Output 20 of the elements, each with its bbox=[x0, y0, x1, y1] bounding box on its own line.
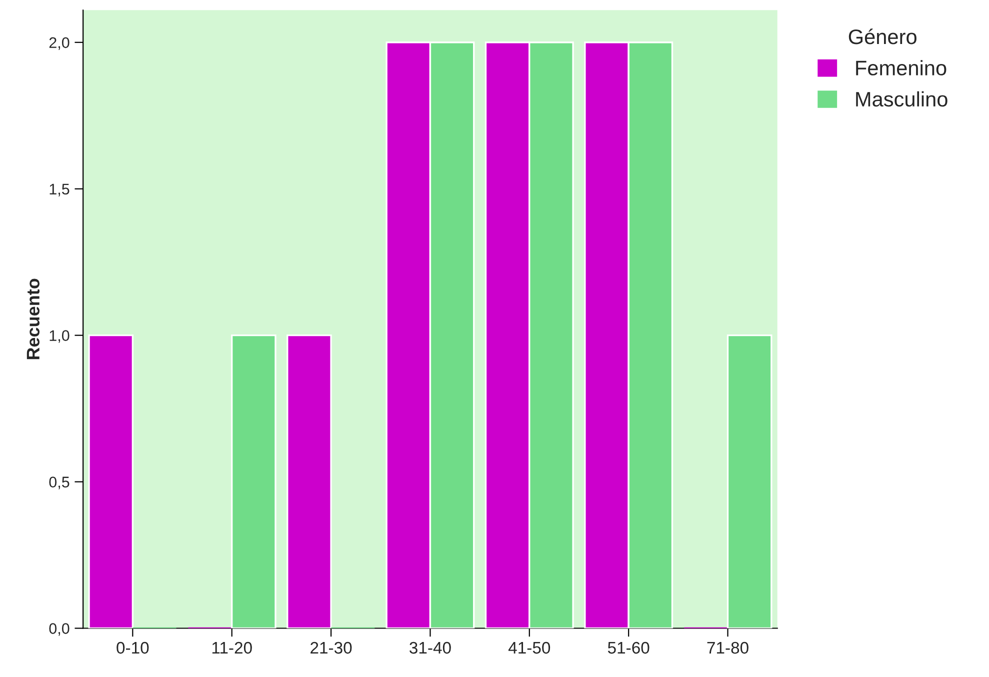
bar bbox=[231, 334, 276, 628]
x-tick-label: 51-60 bbox=[608, 642, 650, 654]
x-tick-label: 71-80 bbox=[707, 642, 748, 654]
legend-label: Femenino bbox=[856, 60, 946, 76]
x-tick-label: 31-40 bbox=[410, 642, 451, 654]
legend-label: Masculino bbox=[856, 91, 948, 107]
legend-title: Género bbox=[848, 28, 916, 44]
y-tick-label: 2,0 bbox=[49, 37, 70, 50]
y-tick-label: 1,5 bbox=[50, 184, 70, 196]
y-tick-label: 1,0 bbox=[50, 330, 70, 343]
x-tick-label: 0-10 bbox=[116, 642, 149, 654]
x-tick-label: 41-50 bbox=[508, 642, 550, 654]
x-tick-label: 11-20 bbox=[212, 642, 252, 654]
bar bbox=[286, 334, 332, 628]
y-tick-label: 0,5 bbox=[49, 476, 70, 490]
y-axis-title: Recuento bbox=[26, 278, 40, 360]
bar bbox=[726, 334, 772, 628]
y-tick-label: 0,0 bbox=[49, 623, 70, 636]
bar bbox=[88, 334, 134, 628]
x-tick-label: 21-30 bbox=[310, 642, 352, 654]
